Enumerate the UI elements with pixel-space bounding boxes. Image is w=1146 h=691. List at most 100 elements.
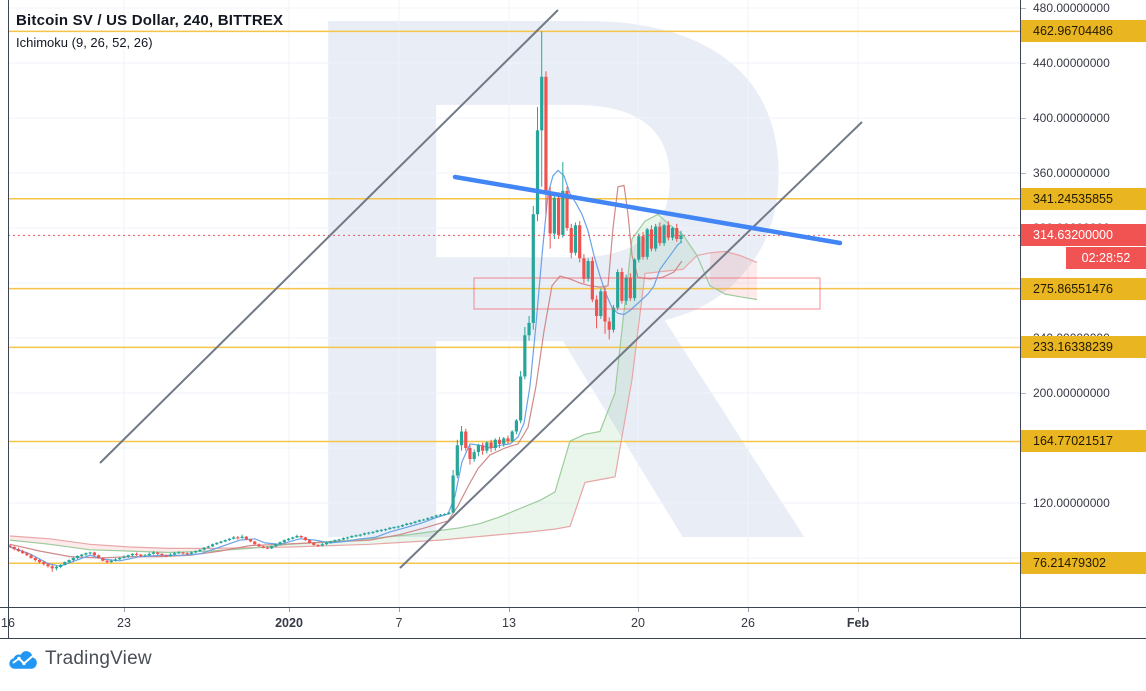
candle-body xyxy=(573,225,578,253)
candle-body xyxy=(274,544,278,547)
descending-resistance-line[interactable] xyxy=(452,174,843,246)
candle-body xyxy=(333,540,337,542)
chart-canvas[interactable] xyxy=(0,0,1020,607)
time-tick xyxy=(748,608,749,612)
candle-body xyxy=(670,228,675,238)
candle-body xyxy=(438,514,443,516)
candle-body xyxy=(156,552,160,554)
candle-body xyxy=(379,529,383,531)
candle-body xyxy=(649,229,654,249)
watermark-letter: R xyxy=(278,0,820,691)
time-tick xyxy=(509,608,510,612)
candle-body xyxy=(143,555,147,557)
candle-body xyxy=(586,261,590,279)
ichimoku-cloud xyxy=(290,214,710,547)
candle-body xyxy=(320,544,324,546)
candle-body xyxy=(645,229,649,257)
candle-body xyxy=(291,537,295,539)
gold-level-badge: 164.77021517 xyxy=(1021,430,1146,453)
candle-body xyxy=(426,518,430,520)
candle-body xyxy=(12,547,16,550)
candle-body xyxy=(472,452,476,459)
candle-body xyxy=(172,553,177,555)
ichimoku-cloud xyxy=(710,251,757,300)
candle-body xyxy=(253,541,257,545)
candle-body xyxy=(194,551,198,553)
ascending-channel-line-1[interactable] xyxy=(99,9,559,464)
candle-body xyxy=(75,555,80,558)
candle-body xyxy=(37,560,42,563)
candle-body xyxy=(265,547,270,549)
candle-body xyxy=(126,555,130,557)
tradingview-attribution[interactable]: TradingView xyxy=(8,648,152,670)
candle-body xyxy=(122,556,126,558)
candle-body xyxy=(371,531,375,533)
time-axis-label: 23 xyxy=(117,616,131,630)
time-axis-label: Feb xyxy=(846,616,870,630)
candle-body xyxy=(101,558,105,561)
candle-body xyxy=(468,448,472,459)
candle-body xyxy=(535,130,540,215)
candle-body xyxy=(164,555,168,557)
candle-body xyxy=(135,553,139,555)
candle-body xyxy=(223,540,227,542)
candle-body xyxy=(409,522,413,524)
candle-body xyxy=(523,335,527,377)
candle-body xyxy=(240,536,244,539)
candle-body xyxy=(544,76,548,194)
candle-body xyxy=(540,76,544,131)
candle-body xyxy=(637,236,641,260)
candle-body xyxy=(29,555,33,558)
indicator-label[interactable]: Ichimoku (9, 26, 52, 26) xyxy=(16,35,153,50)
candle-body xyxy=(666,225,670,238)
candle-body xyxy=(485,442,489,451)
candle-body xyxy=(561,190,565,235)
chart-legend: Bitcoin SV / US Dollar, 240, BITTREX Ich… xyxy=(16,12,283,50)
candle-body xyxy=(341,538,345,540)
time-axis[interactable]: 162320207132026Feb xyxy=(0,608,1146,638)
candle-body xyxy=(679,235,683,239)
candle-body xyxy=(489,442,493,448)
candle-body xyxy=(476,445,481,453)
candle-body xyxy=(189,552,194,554)
candle-body xyxy=(67,560,71,563)
candle-body xyxy=(113,559,118,561)
gold-level-badge: 233.16338239 xyxy=(1021,336,1146,359)
candle-body xyxy=(303,537,307,541)
candle-body xyxy=(628,277,632,299)
price-axis[interactable]: 480.00000000 440.00000000 400.00000000 360.… xyxy=(1021,0,1146,607)
candle-body xyxy=(514,420,518,432)
candle-body xyxy=(675,228,679,239)
candle-body xyxy=(641,236,645,257)
candle-body xyxy=(42,562,46,565)
candle-body xyxy=(654,226,658,249)
candle-body xyxy=(620,272,624,301)
candle-body xyxy=(219,541,223,543)
time-axis-label: 7 xyxy=(395,616,403,630)
candle-body xyxy=(455,445,459,476)
candle-body xyxy=(210,544,215,547)
candle-body xyxy=(557,197,561,235)
price-axis-label: 120.00000000 xyxy=(1033,496,1110,510)
support-zone-rectangle[interactable] xyxy=(473,277,821,310)
candle-body xyxy=(92,552,96,556)
candle-body xyxy=(160,553,164,556)
symbol-title[interactable]: Bitcoin SV / US Dollar, 240, BITTREX xyxy=(16,12,284,29)
candle-body xyxy=(257,544,261,547)
candle-body xyxy=(286,538,291,541)
candle-body xyxy=(130,553,134,556)
candle-body xyxy=(261,546,265,548)
candle-body xyxy=(451,475,455,513)
senkou-span-b-line xyxy=(9,250,758,550)
gold-level-badge: 76.21479302 xyxy=(1021,552,1146,575)
tradingview-cloud-icon xyxy=(9,650,37,669)
price-tick xyxy=(1021,117,1026,119)
plot-bottom-border xyxy=(0,607,1146,608)
candle-body xyxy=(527,322,531,336)
candle-body xyxy=(447,512,451,514)
candle-body xyxy=(603,291,607,322)
candle-body xyxy=(21,551,25,554)
candle-body xyxy=(497,439,502,444)
ascending-channel-line-2[interactable] xyxy=(399,121,863,569)
price-tick xyxy=(1021,172,1026,174)
